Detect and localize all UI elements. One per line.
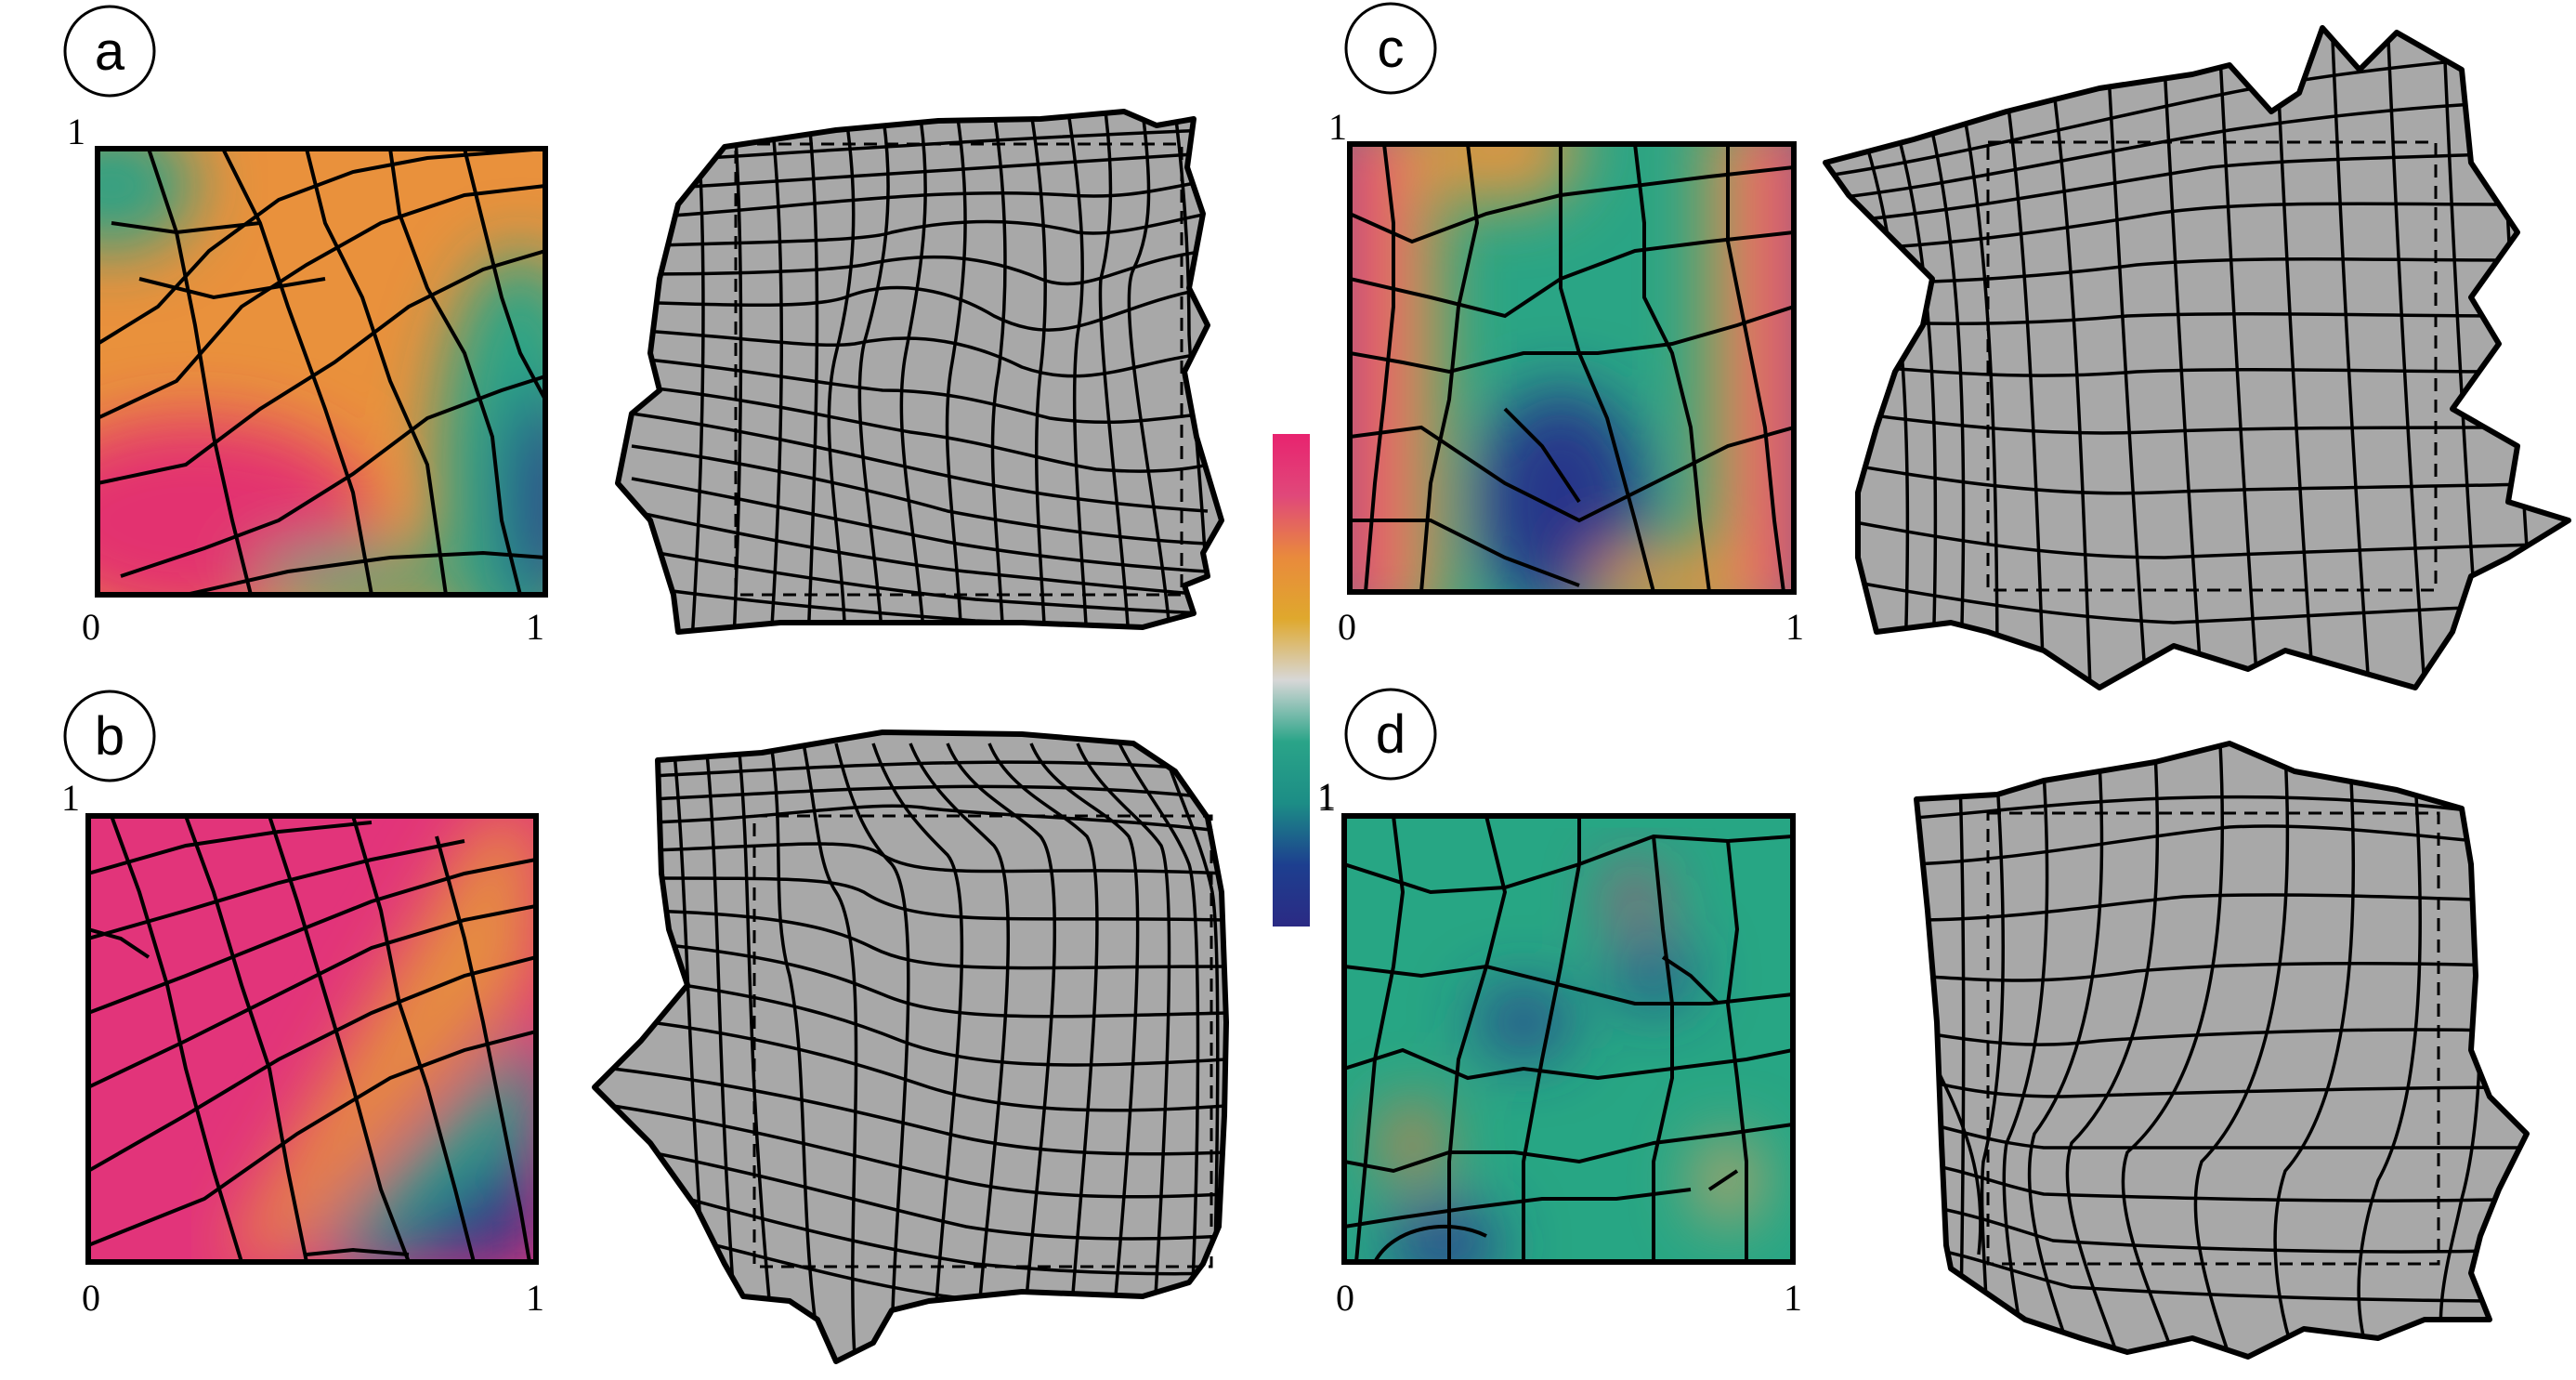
panel-b-letter-badge: b — [63, 690, 156, 782]
panel-c-reference-square — [1986, 140, 2438, 592]
panel-b-x-max-label: 1 — [526, 1277, 544, 1319]
panel-a-reference-square — [734, 142, 1183, 597]
colorbar: 1 — [1273, 434, 1336, 927]
panel-a: a 1 0 1 — [63, 5, 1224, 648]
panel-a-mesh-fill — [618, 112, 1222, 632]
panel-d-reference-square — [1986, 811, 2440, 1266]
panel-d-y-max-label: 1 — [1317, 777, 1336, 819]
panel-c-letter-badge: c — [1344, 2, 1437, 95]
panel-a-y-max-label: 1 — [67, 111, 85, 152]
panel-b-y-max-label: 1 — [61, 777, 80, 819]
panel-b-letter: b — [95, 706, 124, 767]
panel-d-x-min-label: 0 — [1336, 1277, 1354, 1319]
panel-b-mesh-lines — [88, 816, 536, 1262]
panel-d-mesh-lines — [1344, 816, 1793, 1262]
panel-d-letter: d — [1376, 704, 1406, 765]
panel-c-letter: c — [1378, 19, 1405, 79]
panel-a-deformed-mesh — [615, 109, 1224, 635]
panel-c: c 1 — [1328, 2, 2571, 690]
panel-b: b 1 0 1 — [61, 690, 1229, 1364]
panel-c-y-max-label: 1 — [1328, 106, 1347, 148]
panel-c-mesh-lines — [1350, 144, 1794, 592]
panel-d: d — [1317, 688, 2530, 1360]
panel-c-x-min-label: 0 — [1338, 606, 1356, 648]
colorbar-strip — [1273, 434, 1310, 927]
panel-d-letter-badge: d — [1344, 688, 1437, 781]
panel-a-x-min-label: 0 — [82, 606, 100, 648]
panel-d-deformed-mesh — [1914, 741, 2530, 1360]
panel-c-deformed-mesh — [1823, 25, 2571, 690]
panel-a-letter: a — [95, 21, 125, 82]
panel-b-deformed-mesh — [592, 729, 1229, 1364]
panel-b-reference-square — [752, 814, 1213, 1268]
panel-b-x-min-label: 0 — [82, 1277, 100, 1319]
panel-c-x-max-label: 1 — [1785, 606, 1804, 648]
panel-b-heatmap — [88, 816, 536, 1262]
colorbar-label: 1 — [1317, 775, 1336, 817]
panel-d-x-max-label: 1 — [1784, 1277, 1802, 1319]
panel-a-x-max-label: 1 — [526, 606, 544, 648]
panel-a-letter-badge: a — [63, 5, 156, 98]
panel-a-mesh-lines — [98, 149, 545, 595]
